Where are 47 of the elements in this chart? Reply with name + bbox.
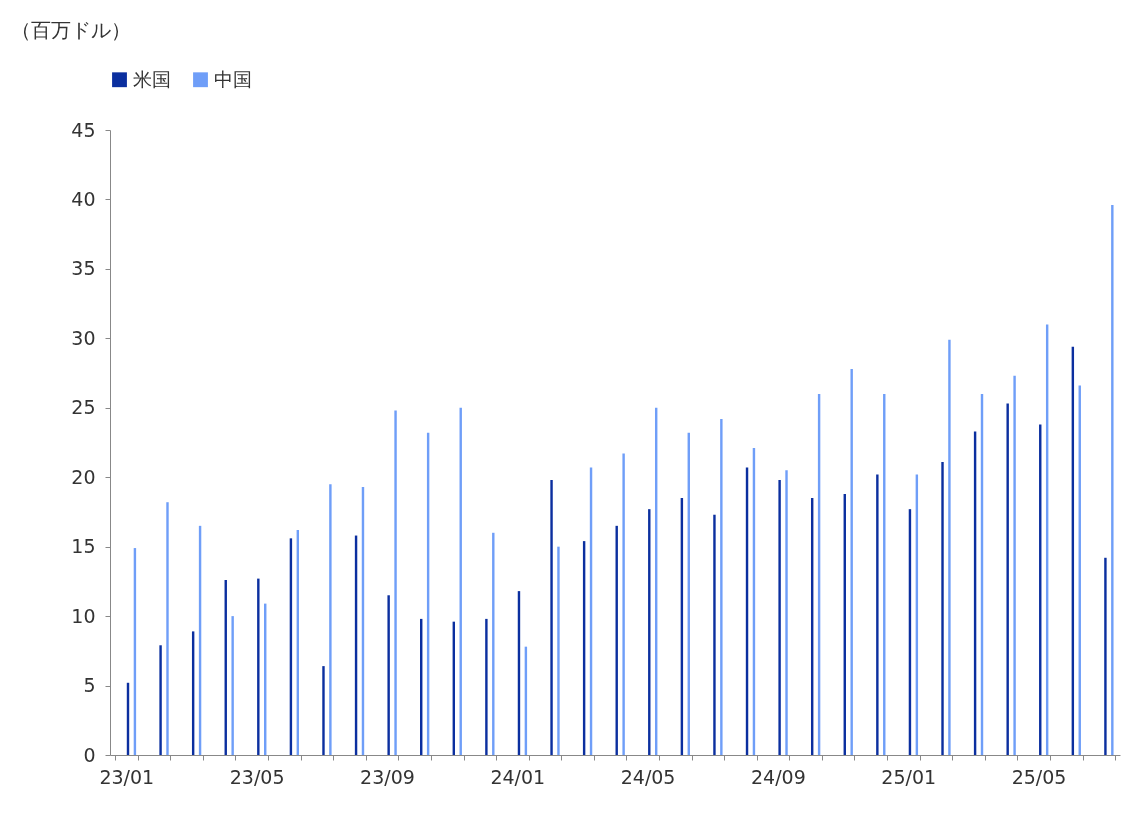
- bar: [1006, 403, 1009, 755]
- bar: [1111, 205, 1114, 755]
- bar: [159, 645, 162, 755]
- y-tick-label: 35: [71, 257, 96, 280]
- x-tick-label: 24/05: [620, 765, 676, 788]
- bar: [394, 410, 397, 755]
- bar: [557, 546, 560, 755]
- y-tick-label: 5: [83, 674, 96, 697]
- bar: [257, 578, 260, 755]
- x-tick-label: 24/09: [751, 765, 806, 788]
- bar: [948, 339, 951, 755]
- legend-label: 米国: [133, 67, 171, 90]
- y-tick-label: 15: [71, 535, 96, 558]
- y-tick-label: 40: [71, 187, 96, 210]
- bar: [876, 474, 879, 755]
- x-tick-label: 24/01: [490, 765, 546, 788]
- bar: [778, 480, 781, 755]
- y-tick-label: 20: [71, 465, 96, 488]
- bar: [941, 461, 944, 755]
- y-tick-label: 45: [71, 118, 96, 141]
- bar: [1013, 375, 1016, 755]
- y-tick-label: 0: [83, 743, 96, 766]
- x-tick-label: 23/05: [229, 765, 285, 788]
- bar: [622, 453, 625, 755]
- bar: [231, 616, 234, 755]
- bar: [785, 470, 788, 755]
- bar: [387, 595, 390, 755]
- bar: [550, 480, 553, 755]
- bar: [166, 502, 169, 755]
- y-tick-label: 25: [71, 396, 96, 419]
- x-tick-label: 25/01: [881, 765, 937, 788]
- legend-label: 中国: [214, 67, 252, 90]
- y-tick-label: 10: [71, 604, 96, 627]
- bar: [492, 532, 495, 755]
- bar: [648, 509, 651, 755]
- bar: [720, 418, 723, 755]
- x-tick-label: 23/01: [99, 765, 155, 788]
- bar: [329, 484, 332, 755]
- y-tick-label: 30: [71, 326, 96, 349]
- x-tick-label: 25/05: [1011, 765, 1067, 788]
- bar: [322, 666, 325, 755]
- bar: [485, 618, 488, 755]
- bar: [850, 368, 853, 755]
- y-axis-title: （百万ドル）: [10, 17, 131, 42]
- x-tick-label: 23/09: [360, 765, 415, 788]
- bar: [1104, 557, 1107, 755]
- bar: [713, 514, 716, 755]
